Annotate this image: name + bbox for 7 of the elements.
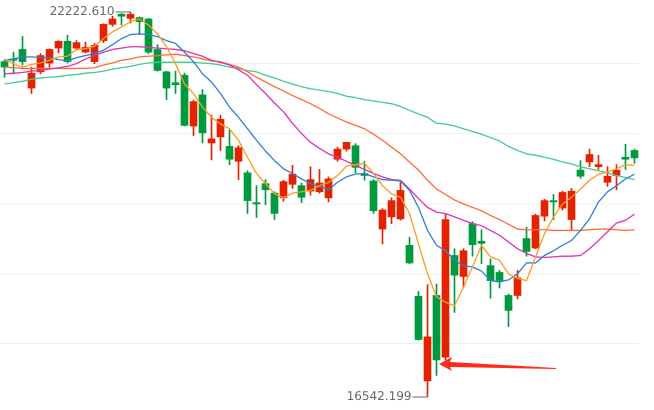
candlestick — [208, 114, 216, 160]
annotation: 22222.610 — [50, 4, 114, 18]
candlestick — [550, 194, 558, 220]
candlestick — [118, 13, 126, 26]
candlestick — [252, 185, 260, 218]
annotation: 16542.199 — [346, 389, 412, 404]
candlestick — [594, 154, 602, 170]
